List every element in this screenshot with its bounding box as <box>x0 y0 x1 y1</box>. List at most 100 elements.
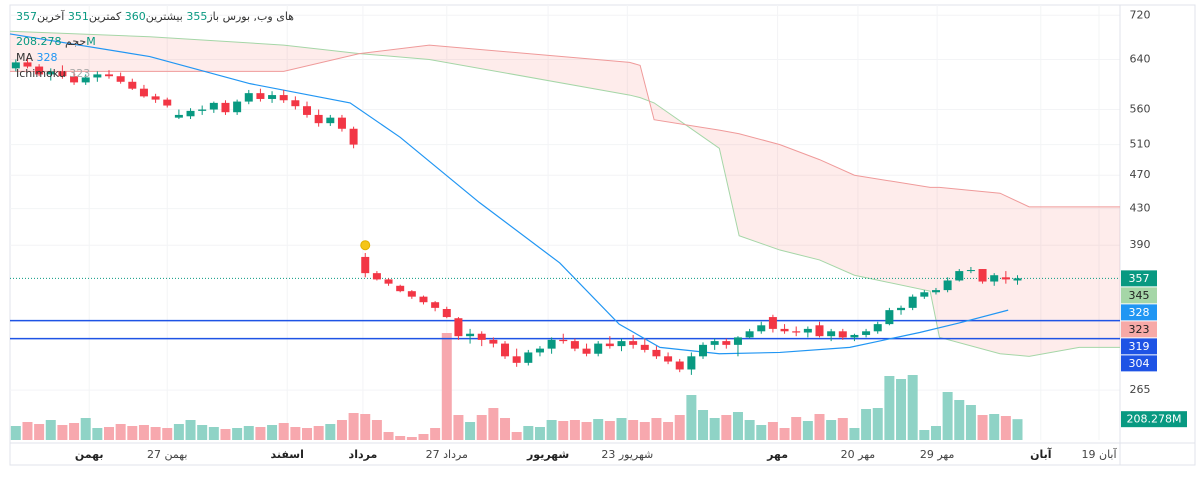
ohlc-label: باز <box>207 10 220 23</box>
ichimoku-span-b <box>10 44 1120 208</box>
candle-body <box>931 290 940 293</box>
candle-body <box>1001 277 1010 280</box>
candle-body <box>559 339 568 342</box>
y-tick-label: 560 <box>1130 103 1151 116</box>
price-label-box <box>1121 338 1157 355</box>
candle-body <box>570 341 579 349</box>
y-tick-label: 510 <box>1130 138 1151 151</box>
price-label: 328 <box>1129 306 1150 319</box>
volume-bar <box>383 432 394 440</box>
candle-body <box>454 318 463 337</box>
volume-bar <box>465 422 476 440</box>
candle-body <box>908 296 917 308</box>
candle-body <box>477 333 486 340</box>
volume-bar <box>208 427 219 440</box>
x-tick-label: بهمن <box>75 448 104 461</box>
symbol: های وب, بورس <box>222 10 294 23</box>
volume-bar <box>814 414 825 440</box>
x-tick-label: آبان <box>1030 447 1052 461</box>
candle-body <box>105 74 114 77</box>
candle-body <box>664 356 673 362</box>
volume-bar <box>80 418 91 440</box>
candle-body <box>233 101 242 113</box>
legend-ma: MA 328 <box>16 51 58 64</box>
volume-bar <box>569 420 580 440</box>
volume-bar <box>965 405 976 440</box>
price-label: 357 <box>1129 272 1150 285</box>
volume-bar <box>150 427 161 440</box>
candle-body <box>163 99 172 106</box>
price-label: 319 <box>1129 340 1150 353</box>
volume-bar <box>837 418 848 440</box>
volume-bar <box>802 421 813 440</box>
legend-volume: حجم 208.278M <box>16 35 96 48</box>
candle-body <box>186 110 195 117</box>
volume-bar <box>919 430 930 440</box>
candle-body <box>943 280 952 291</box>
volume-bar <box>313 426 324 440</box>
volume-bar <box>954 400 965 440</box>
volume-bar <box>1012 419 1023 440</box>
candle-body <box>768 317 777 329</box>
volume-bar <box>896 379 907 440</box>
volume-bar <box>546 420 557 440</box>
volume-bar <box>69 423 80 440</box>
volume-bar <box>511 432 522 440</box>
candle-body <box>198 109 207 111</box>
volume-bar <box>10 426 21 440</box>
volume-bar <box>453 415 464 440</box>
ohlc-value: 360 <box>124 10 146 23</box>
x-tick-label: 27 مرداد <box>426 448 468 461</box>
volume-bar <box>639 422 650 440</box>
candle-body <box>780 328 789 332</box>
volume-bar <box>325 424 336 440</box>
ohlc-value: 357 <box>16 10 37 23</box>
price-label-box <box>1121 287 1157 304</box>
candle-body <box>128 81 137 89</box>
candle-body <box>396 285 405 292</box>
candle-body <box>524 352 533 363</box>
candle-body <box>594 343 603 354</box>
ohlc-label: بیشترین <box>145 10 183 23</box>
x-tick-label: 27 بهمن <box>147 448 187 461</box>
volume-bar <box>115 424 126 440</box>
volume-bar <box>418 434 429 440</box>
candle-body <box>151 96 160 100</box>
x-tick-label: شهریور <box>526 448 569 461</box>
x-tick-label: مهر <box>766 448 788 461</box>
volume-label-box <box>1121 411 1187 428</box>
legend-ichimoku: Ichimoku 323 <box>16 67 90 80</box>
candle-body <box>489 339 498 344</box>
volume-bar <box>197 425 208 440</box>
volume-bar <box>709 418 720 440</box>
x-tick-label: اسفند <box>271 448 304 461</box>
candle-body <box>466 333 475 337</box>
volume-bar <box>593 419 604 440</box>
candle-body <box>757 325 766 332</box>
ohlc-label: آخرین <box>37 10 65 23</box>
volume-bar <box>441 333 452 440</box>
volume-bar <box>395 436 406 440</box>
candle-body <box>629 341 638 345</box>
candle-body <box>291 100 300 107</box>
y-tick-label: 430 <box>1130 202 1151 215</box>
x-tick-label: 23 شهریور <box>601 448 653 461</box>
volume-bar <box>243 426 254 440</box>
price-label-box <box>1121 270 1157 287</box>
candle-body <box>617 341 626 347</box>
candle-body <box>419 296 428 303</box>
volume-bar <box>977 415 988 440</box>
y-tick-label: 640 <box>1130 52 1151 65</box>
candle-body <box>745 331 754 338</box>
volume-bar <box>336 420 347 440</box>
volume-bar <box>558 421 569 440</box>
volume-bar <box>732 412 743 440</box>
price-label-box <box>1121 321 1157 338</box>
candle-body <box>431 302 440 308</box>
candle-body <box>58 71 67 77</box>
volume-bar <box>57 425 68 440</box>
volume-bar <box>104 427 115 440</box>
x-tick-label: 20 مهر <box>841 448 876 461</box>
alert-marker <box>360 240 371 251</box>
